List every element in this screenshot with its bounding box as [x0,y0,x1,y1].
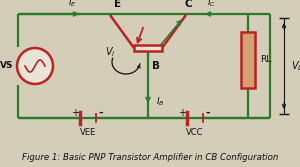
Text: $I_E$: $I_E$ [68,0,76,9]
Text: B: B [152,61,160,71]
Text: +: + [178,108,186,118]
Text: RL: RL [260,55,271,64]
Text: -: - [206,108,210,118]
Bar [134,45,162,51]
Text: $V_i$: $V_i$ [106,45,116,59]
Text: E: E [114,0,122,9]
Text: C: C [184,0,192,9]
Circle shape [17,48,53,84]
Text: Figure 1: Basic PNP Transistor Amplifier in CB Configuration: Figure 1: Basic PNP Transistor Amplifier… [22,153,278,162]
Text: $I_B$: $I_B$ [156,96,165,108]
Text: $V_L$: $V_L$ [291,59,300,73]
Bar [241,32,255,88]
Text: VS: VS [0,61,13,70]
Text: -: - [99,108,103,118]
Text: $I_C$: $I_C$ [208,0,217,9]
Text: VEE: VEE [80,128,96,137]
Text: +: + [71,108,79,118]
Text: VCC: VCC [186,128,204,137]
